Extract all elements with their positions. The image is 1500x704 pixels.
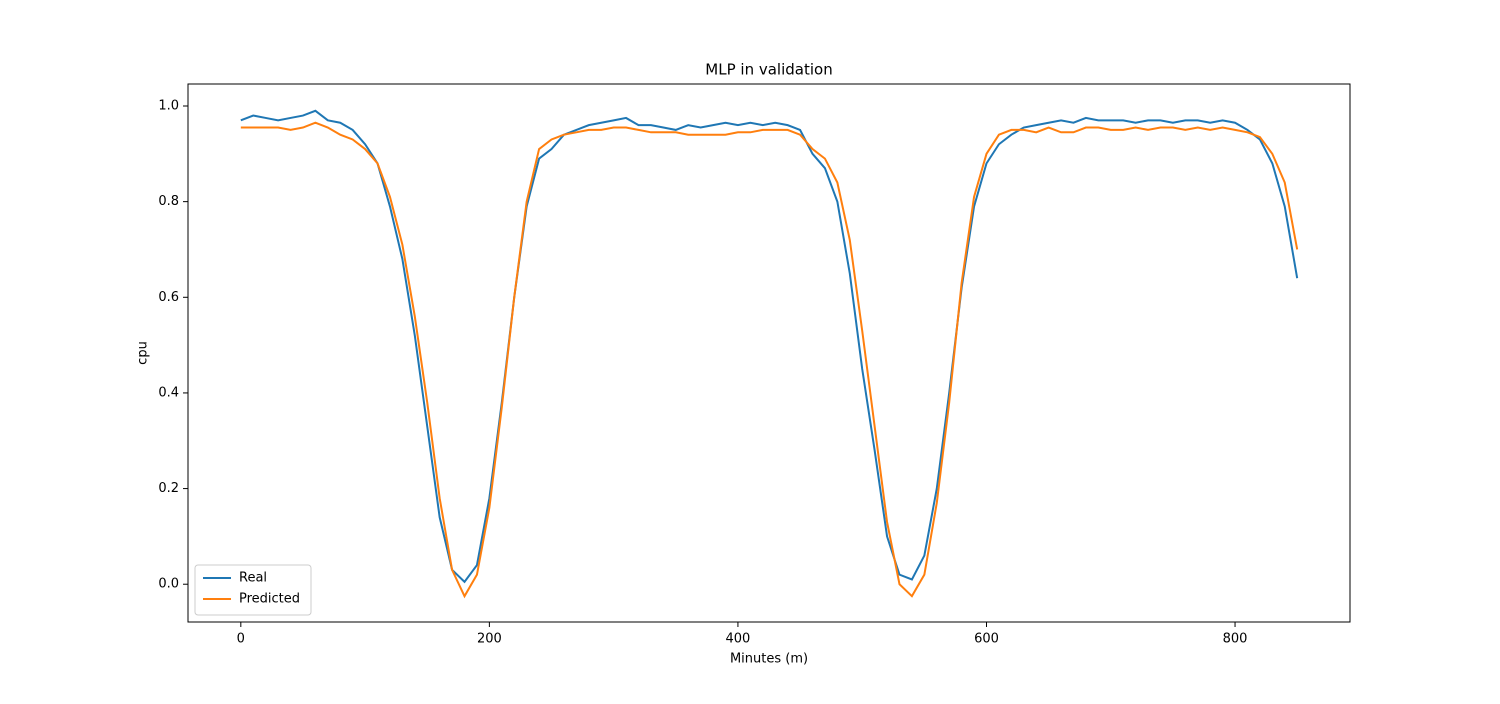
x-tick-label: 400	[726, 632, 751, 647]
plot-frame	[187, 83, 1351, 623]
x-tick-label: 0	[237, 632, 245, 647]
x-axis-label: Minutes (m)	[730, 652, 808, 667]
y-tick-label: 0.0	[158, 577, 179, 592]
legend-label: Predicted	[239, 592, 300, 607]
series-line	[240, 121, 1299, 599]
y-tick-label: 1.0	[158, 98, 179, 113]
legend: Real Predicted	[194, 564, 312, 616]
y-tick-label: 0.8	[158, 194, 179, 209]
x-tick-label: 800	[1223, 632, 1248, 647]
x-tick-label: 200	[477, 632, 502, 647]
y-tick-label: 0.4	[158, 385, 179, 400]
legend-label: Real	[239, 571, 267, 586]
series-line	[240, 109, 1299, 584]
x-tick-label: 600	[974, 632, 999, 647]
y-tick-label: 0.6	[158, 290, 179, 305]
y-axis-label: cpu	[136, 341, 151, 365]
y-tick-label: 0.2	[158, 481, 179, 496]
chart-title: MLP in validation	[705, 61, 832, 79]
